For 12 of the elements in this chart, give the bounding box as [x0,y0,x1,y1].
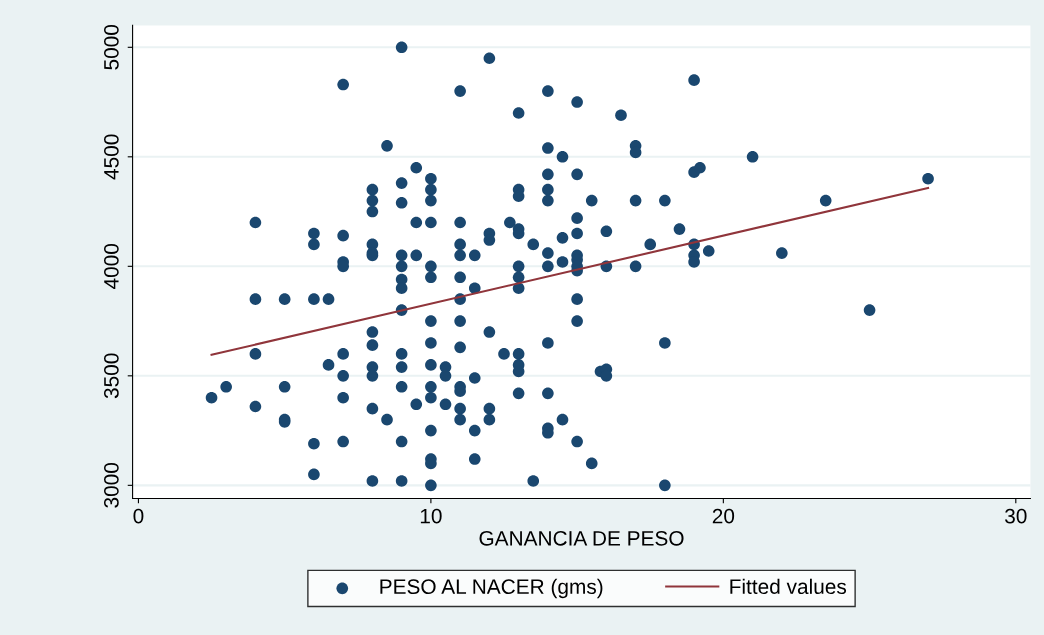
y-tick-label: 3500 [104,353,119,399]
x-tick-label: 30 [1005,508,1027,524]
x-tick-label: 10 [420,508,442,524]
legend-label: PESO AL NACER (gms) [380,578,603,599]
x-tick-label: 20 [712,508,735,524]
x-tick-label: 0 [133,508,144,524]
y-tick-label: 4500 [104,134,119,180]
legend-label: Fitted values [730,578,847,595]
y-tick-label: 5000 [104,24,119,70]
y-tick-label: 4000 [104,243,119,290]
x-axis-title: GANANCIA DE PESO [479,530,684,546]
y-tick-label: 3000 [104,462,119,508]
